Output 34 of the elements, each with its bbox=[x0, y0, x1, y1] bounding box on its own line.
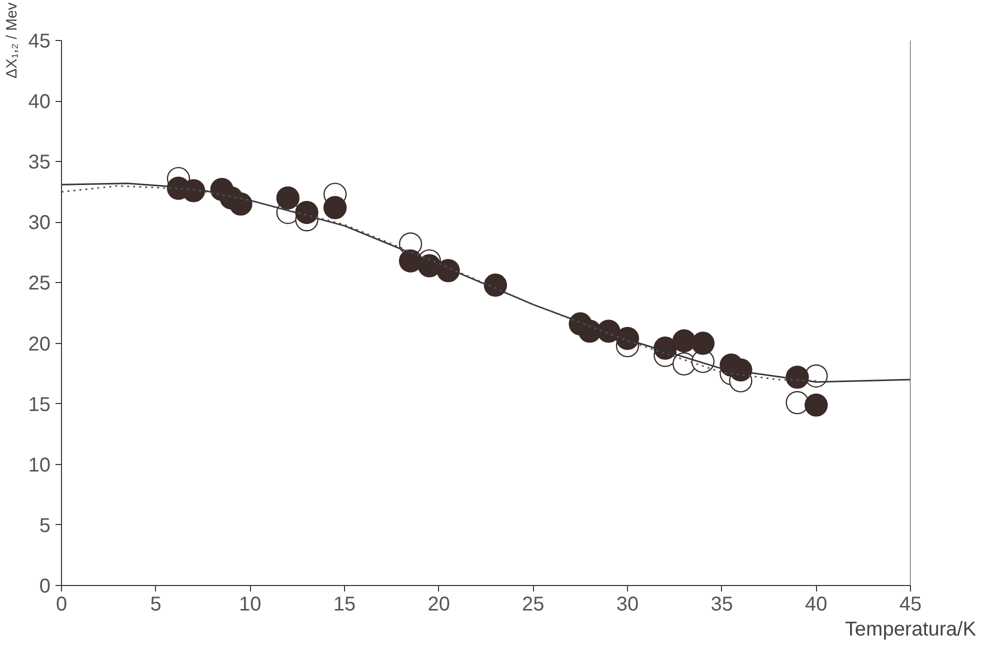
x-tick-label: 45 bbox=[899, 594, 922, 616]
point bbox=[295, 200, 318, 224]
y-tick-label: 30 bbox=[28, 212, 51, 234]
x-tick-label: 25 bbox=[522, 594, 544, 616]
y-tick-label: 10 bbox=[28, 454, 51, 476]
point bbox=[436, 259, 460, 282]
y-tick-label: 15 bbox=[28, 394, 51, 416]
x-tick-label: 15 bbox=[333, 594, 356, 616]
y-axis-title: ΔX₁,₂ / Mev bbox=[3, 2, 20, 78]
point bbox=[229, 192, 252, 216]
x-tick-label: 35 bbox=[710, 594, 733, 616]
point bbox=[672, 329, 696, 352]
point bbox=[323, 196, 347, 220]
y-tick-label: 35 bbox=[28, 152, 51, 174]
y-tick-label: 20 bbox=[28, 333, 51, 356]
point bbox=[691, 332, 715, 355]
y-tick-label: 25 bbox=[28, 272, 51, 295]
y-tick-label: 5 bbox=[39, 514, 50, 537]
y-tick-label: 0 bbox=[39, 576, 50, 598]
point bbox=[276, 186, 300, 210]
x-tick-label: 40 bbox=[805, 594, 828, 616]
x-tick-label: 30 bbox=[616, 594, 639, 616]
y-tick-label: 40 bbox=[28, 91, 51, 114]
point bbox=[616, 326, 640, 350]
x-tick-label: 5 bbox=[150, 594, 162, 616]
point bbox=[786, 366, 809, 389]
x-tick-label: 10 bbox=[239, 594, 262, 616]
point bbox=[786, 391, 809, 414]
x-tick-label: 20 bbox=[428, 594, 450, 616]
point bbox=[804, 393, 828, 417]
x-axis-title: Temperatura/K bbox=[844, 618, 977, 640]
y-tick-label: 45 bbox=[28, 30, 51, 52]
x-tick-label: 0 bbox=[56, 594, 68, 616]
point bbox=[484, 274, 508, 297]
